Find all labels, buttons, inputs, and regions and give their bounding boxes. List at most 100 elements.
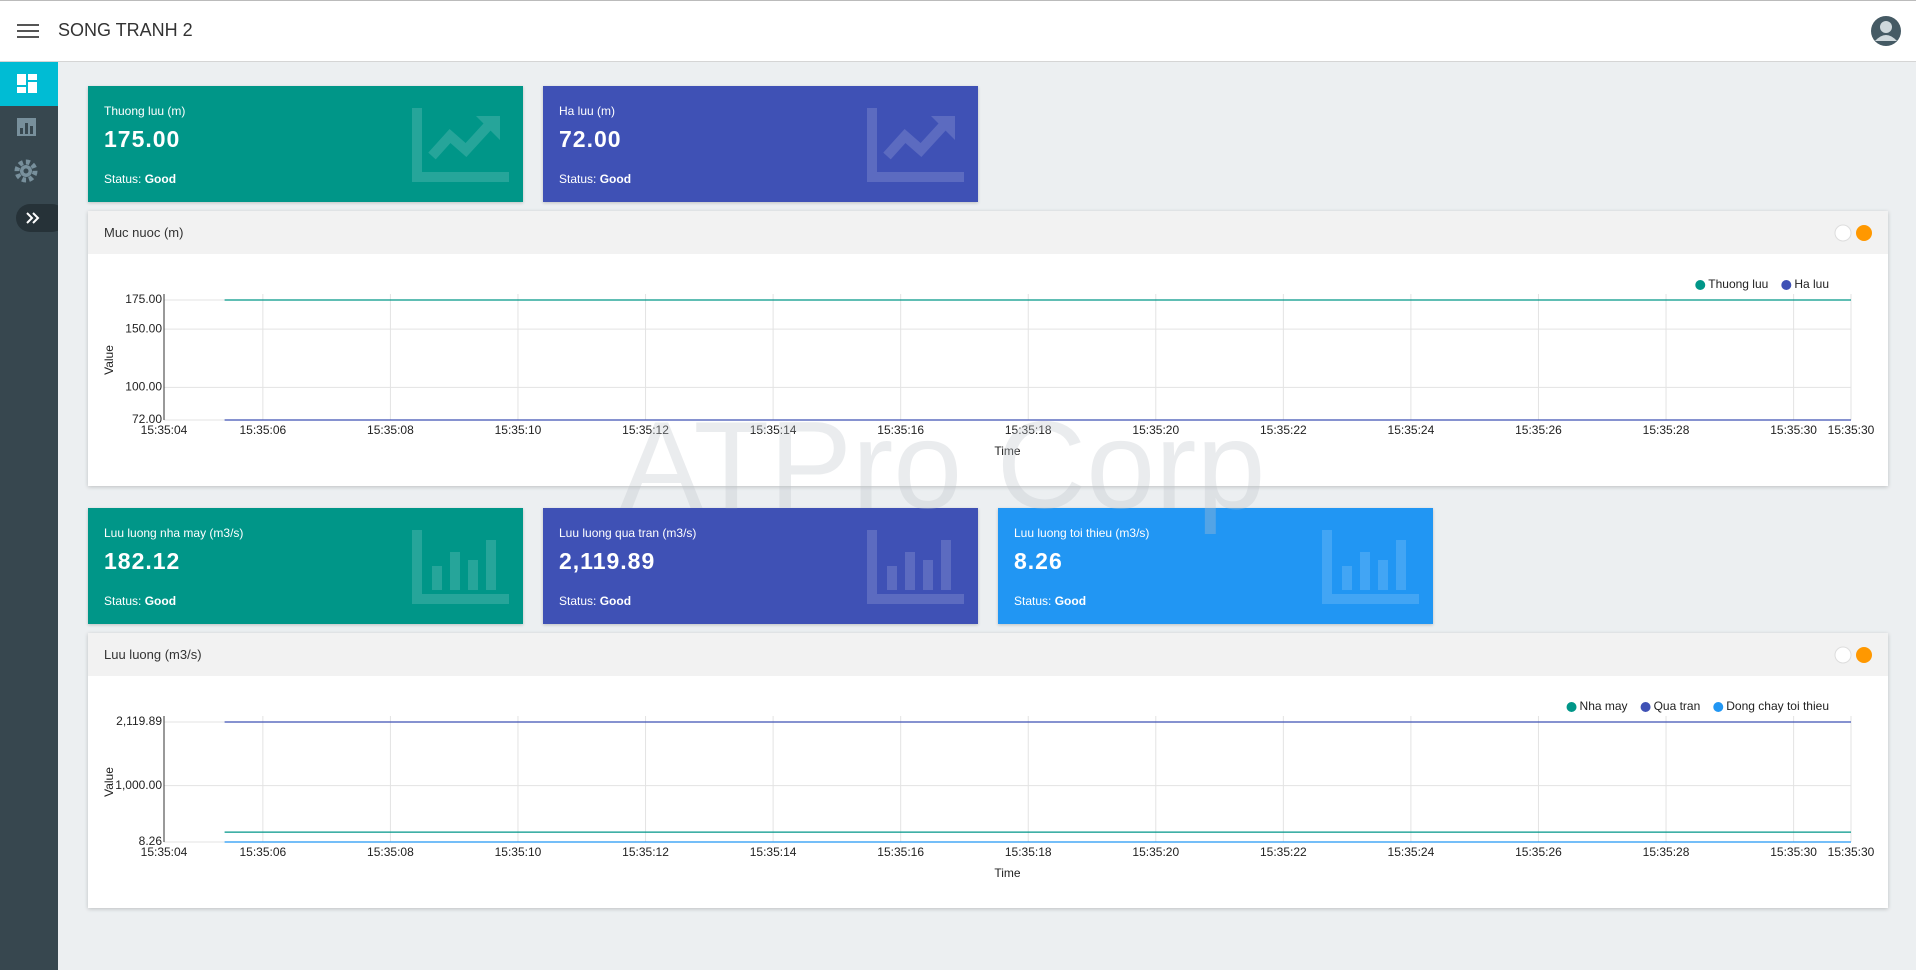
y-axis-label: Value — [102, 345, 116, 375]
card-value: 72.00 — [559, 126, 622, 152]
sidebar — [0, 62, 66, 970]
y-axis-label: Value — [102, 767, 116, 797]
x-tick-label: 15:35:06 — [240, 423, 287, 437]
chart-panel: Luu luong (m3/s) 15:35:04 15:35:06 15:35:08… — [88, 633, 1888, 908]
x-tick-label: 15:35:16 — [877, 845, 924, 859]
status-label: Status: — [559, 594, 597, 608]
card-title: Luu luong toi thieu (m3/s) — [1014, 526, 1150, 540]
card-value: 8.26 — [1014, 548, 1063, 574]
y-tick-label: 8.26 — [139, 834, 163, 848]
nav-reports[interactable] — [17, 118, 36, 136]
x-tick-label: 15:35:04 — [141, 845, 188, 859]
status-value: Good — [599, 172, 632, 186]
x-axis-label: Time — [994, 866, 1021, 880]
x-tick-label: 15:35:22 — [1260, 845, 1307, 859]
x-tick-label: 15:35:08 — [367, 845, 414, 859]
card-icon — [1322, 530, 1419, 604]
x-tick-label: 15:35:24 — [1388, 845, 1435, 859]
card-icon — [412, 108, 509, 182]
stat-card: Thuong luu (m) 175.00 Status: Good — [88, 86, 523, 202]
card-value: 175.00 — [104, 126, 181, 152]
chart-title: Muc nuoc (m) — [104, 225, 184, 240]
x-tick-label: 15:35:08 — [367, 423, 414, 437]
x-tick-label: 15:35:22 — [1260, 423, 1307, 437]
x-tick-label: 15:35:24 — [1388, 423, 1435, 437]
legend-label: Ha luu — [1794, 277, 1829, 291]
x-tick-label: 15:35:20 — [1132, 845, 1179, 859]
x-tick-label: 15:35:12 — [622, 845, 669, 859]
card-title: Luu luong nha may (m3/s) — [104, 526, 244, 540]
stat-card: Luu luong qua tran (m3/s) 2,119.89 Status:… — [543, 508, 978, 624]
nav-settings[interactable] — [14, 159, 38, 183]
legend-swatch — [1695, 280, 1706, 290]
legend-label: Qua tran — [1654, 699, 1701, 713]
card-icon — [867, 530, 964, 604]
status-value: Good — [144, 594, 177, 608]
status-label: Status: — [1014, 594, 1052, 608]
x-tick-label: 15:35:30 — [1828, 423, 1875, 437]
legend-label: Dong chay toi thieu — [1726, 699, 1829, 713]
card-status: Status: Good — [104, 172, 176, 186]
x-tick-label: 15:35:04 — [141, 423, 188, 437]
status-label: Status: — [104, 594, 142, 608]
chart: 15:35:04 15:35:06 15:35:08 15:35:10 15:35:12… — [102, 699, 1875, 880]
x-tick-label: 15:35:10 — [495, 845, 542, 859]
x-tick-label: 15:35:20 — [1132, 423, 1179, 437]
x-tick-label: 15:35:18 — [1005, 423, 1052, 437]
x-tick-label: 15:35:30 — [1828, 845, 1875, 859]
y-tick-label: 1,000.00 — [115, 778, 162, 792]
x-tick-label: 15:35:16 — [877, 423, 924, 437]
stat-card: Luu luong toi thieu (m3/s) 8.26 Status: Go… — [998, 508, 1433, 624]
card-icon — [412, 530, 509, 604]
chart-title: Luu luong (m3/s) — [104, 647, 202, 662]
card-status: Status: Good — [104, 594, 176, 608]
card-value: 182.12 — [104, 548, 181, 574]
chart-panel: Muc nuoc (m) 15:35:04 15:35:06 15:35:08 15:3… — [88, 211, 1888, 486]
toggle[interactable] — [1830, 221, 1880, 245]
card-icon — [867, 108, 964, 182]
menu-button[interactable] — [15, 22, 45, 42]
top-bar: SONG TRANH 2 — [0, 0, 1916, 62]
stat-card: Luu luong nha may (m3/s) 182.12 Status: Go… — [88, 508, 523, 624]
legend-swatch — [1781, 280, 1792, 290]
status-value: Good — [599, 594, 632, 608]
expand-button[interactable] — [16, 204, 66, 232]
status-value: Good — [1054, 594, 1087, 608]
x-tick-label: 15:35:28 — [1643, 845, 1690, 859]
card-status: Status: Good — [1014, 594, 1086, 608]
toggle[interactable] — [1830, 643, 1880, 667]
card-title: Thuong luu (m) — [104, 104, 186, 118]
card-title: Luu luong qua tran (m3/s) — [559, 526, 697, 540]
x-tick-label: 15:35:14 — [750, 423, 797, 437]
legend-swatch — [1566, 702, 1577, 712]
y-tick-label: 72.00 — [132, 412, 162, 426]
status-label: Status: — [104, 172, 142, 186]
panel-header: Luu luong (m3/s) — [88, 633, 1888, 676]
card-status: Status: Good — [559, 594, 631, 608]
status-label: Status: — [559, 172, 597, 186]
legend-swatch — [1713, 702, 1724, 712]
x-tick-label: 15:35:10 — [495, 423, 542, 437]
y-tick-label: 2,119.89 — [116, 714, 162, 728]
avatar[interactable] — [1869, 14, 1903, 48]
legend-label: Nha may — [1580, 699, 1628, 713]
stat-card: Ha luu (m) 72.00 Status: Good — [543, 86, 978, 202]
sidebar-icons — [0, 62, 66, 232]
chart: 15:35:04 15:35:06 15:35:08 15:35:10 15:35:12… — [102, 277, 1875, 458]
x-tick-label: 15:35:26 — [1515, 845, 1562, 859]
legend-swatch — [1640, 702, 1651, 712]
status-value: Good — [144, 172, 177, 186]
y-tick-label: 150.00 — [125, 321, 162, 335]
x-tick-label: 15:35:30 — [1770, 845, 1817, 859]
x-axis-label: Time — [994, 444, 1021, 458]
x-tick-label: 15:35:18 — [1005, 845, 1052, 859]
x-tick-label: 15:35:30 — [1770, 423, 1817, 437]
app-title: SONG TRANH 2 — [58, 20, 193, 40]
legend-label: Thuong luu — [1708, 277, 1768, 291]
x-tick-label: 15:35:06 — [240, 845, 287, 859]
card-status: Status: Good — [559, 172, 631, 186]
y-tick-label: 175.00 — [125, 292, 162, 306]
card-title: Ha luu (m) — [559, 104, 616, 118]
x-tick-label: 15:35:12 — [622, 423, 669, 437]
